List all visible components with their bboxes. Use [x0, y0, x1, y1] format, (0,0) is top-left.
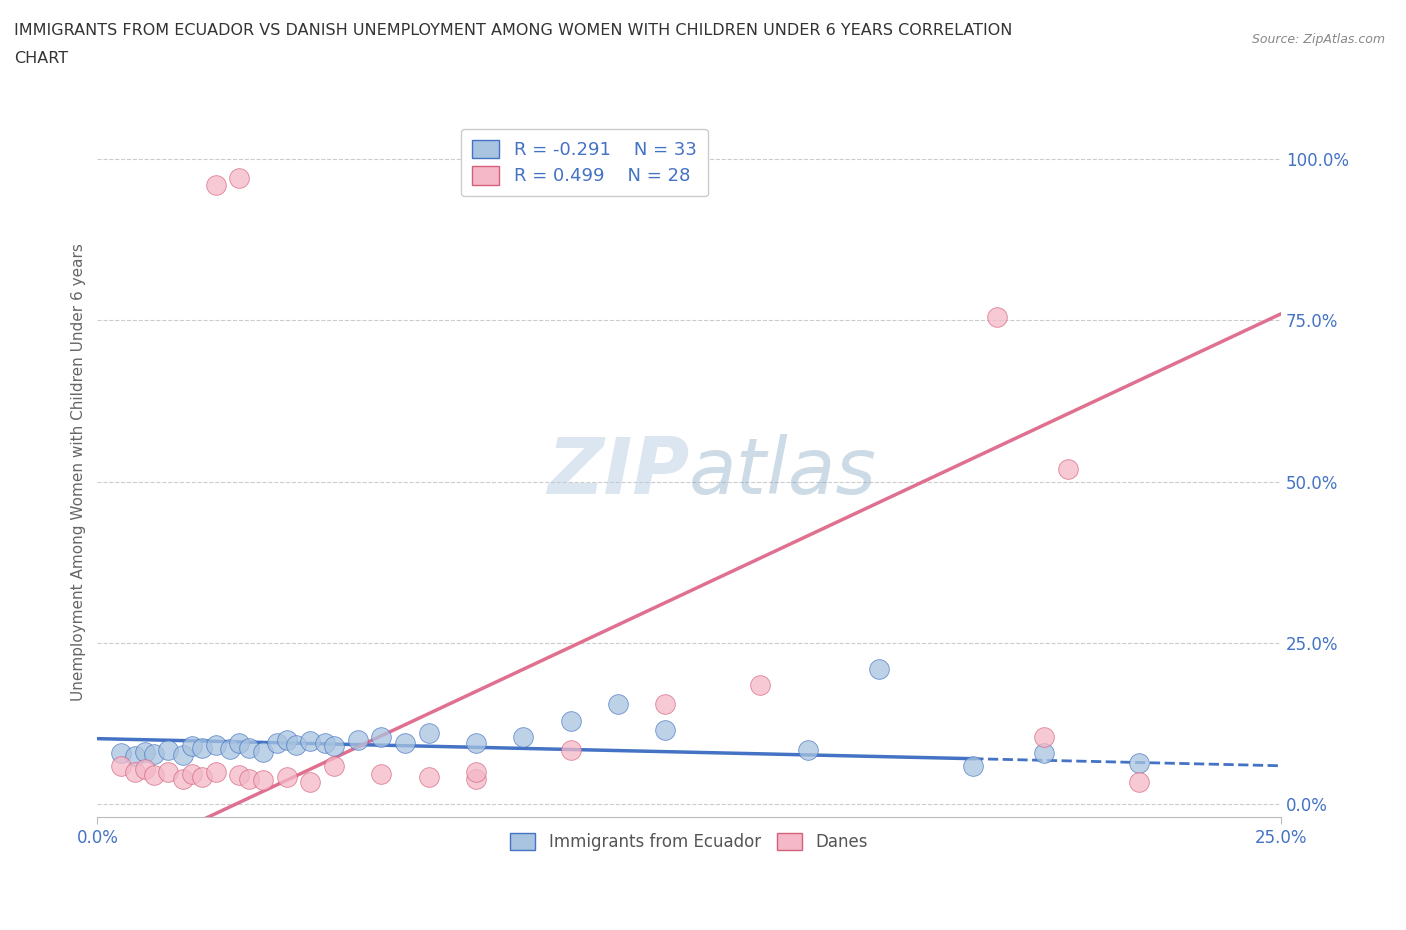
- Point: [560, 742, 582, 757]
- Point: [323, 758, 346, 773]
- Legend: Immigrants from Ecuador, Danes: Immigrants from Ecuador, Danes: [503, 826, 875, 857]
- Point: [418, 726, 440, 741]
- Point: [181, 739, 204, 754]
- Point: [238, 771, 260, 786]
- Point: [299, 734, 322, 749]
- Point: [172, 748, 194, 763]
- Point: [323, 739, 346, 754]
- Text: ZIP: ZIP: [547, 434, 689, 510]
- Point: [560, 713, 582, 728]
- Point: [276, 733, 298, 748]
- Point: [1128, 775, 1150, 790]
- Point: [370, 729, 392, 744]
- Text: CHART: CHART: [14, 51, 67, 66]
- Point: [204, 178, 226, 193]
- Point: [228, 736, 250, 751]
- Point: [394, 736, 416, 751]
- Point: [219, 741, 242, 756]
- Point: [986, 310, 1008, 325]
- Point: [204, 737, 226, 752]
- Point: [190, 770, 212, 785]
- Point: [181, 766, 204, 781]
- Point: [110, 758, 132, 773]
- Point: [143, 747, 166, 762]
- Point: [654, 723, 676, 737]
- Point: [465, 771, 488, 786]
- Point: [134, 762, 156, 777]
- Point: [868, 661, 890, 676]
- Point: [796, 742, 818, 757]
- Point: [1128, 755, 1150, 770]
- Point: [252, 744, 274, 759]
- Point: [228, 768, 250, 783]
- Point: [238, 740, 260, 755]
- Point: [172, 771, 194, 786]
- Point: [124, 749, 146, 764]
- Point: [204, 764, 226, 779]
- Point: [124, 764, 146, 779]
- Text: IMMIGRANTS FROM ECUADOR VS DANISH UNEMPLOYMENT AMONG WOMEN WITH CHILDREN UNDER 6: IMMIGRANTS FROM ECUADOR VS DANISH UNEMPL…: [14, 23, 1012, 38]
- Point: [1033, 746, 1056, 761]
- Point: [607, 697, 630, 711]
- Point: [157, 742, 180, 757]
- Y-axis label: Unemployment Among Women with Children Under 6 years: Unemployment Among Women with Children U…: [72, 243, 86, 701]
- Point: [314, 736, 336, 751]
- Point: [512, 729, 534, 744]
- Text: atlas: atlas: [689, 434, 877, 510]
- Point: [749, 678, 772, 693]
- Point: [143, 768, 166, 783]
- Point: [1033, 729, 1056, 744]
- Point: [1057, 461, 1080, 476]
- Point: [252, 773, 274, 788]
- Point: [346, 733, 368, 748]
- Point: [418, 770, 440, 785]
- Point: [654, 697, 676, 711]
- Point: [157, 764, 180, 779]
- Point: [962, 758, 984, 773]
- Point: [370, 766, 392, 781]
- Point: [134, 744, 156, 759]
- Point: [465, 764, 488, 779]
- Point: [465, 736, 488, 751]
- Point: [266, 736, 288, 751]
- Point: [285, 737, 308, 752]
- Point: [228, 171, 250, 186]
- Point: [190, 740, 212, 755]
- Point: [276, 770, 298, 785]
- Point: [299, 775, 322, 790]
- Text: Source: ZipAtlas.com: Source: ZipAtlas.com: [1251, 33, 1385, 46]
- Point: [110, 746, 132, 761]
